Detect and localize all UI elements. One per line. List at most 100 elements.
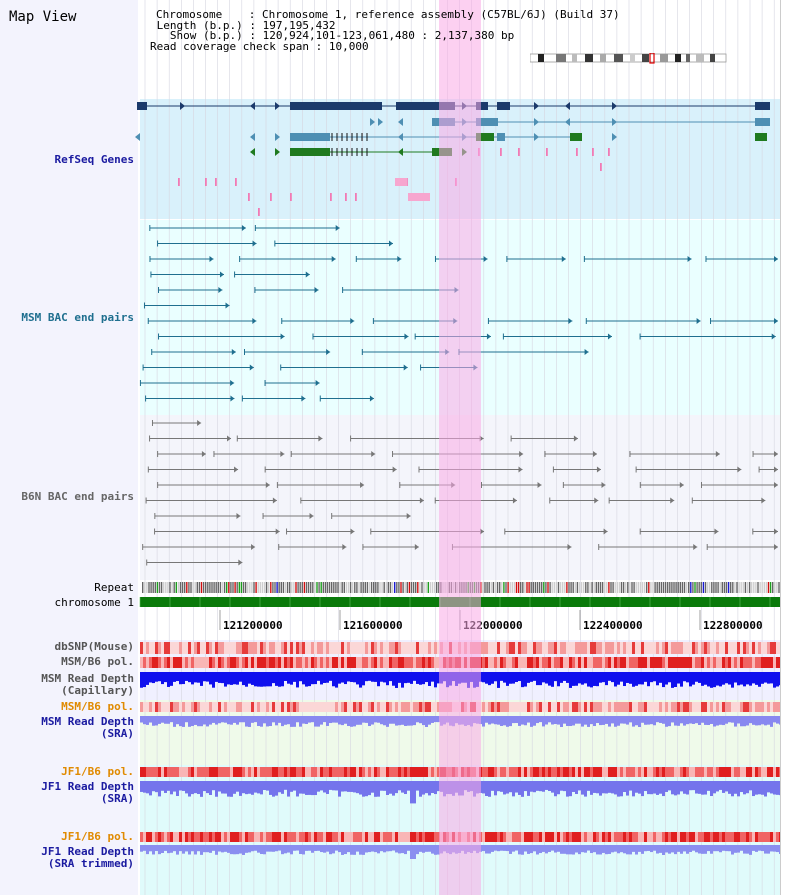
polymorphism-cell — [284, 767, 287, 777]
polymorphism-cell — [209, 657, 212, 668]
read-depth-bar — [665, 672, 668, 685]
read-depth-bar — [434, 781, 437, 795]
polymorphism-cell — [764, 642, 767, 654]
polymorphism-cell — [578, 657, 581, 668]
polymorphism-cell — [506, 702, 509, 712]
read-depth-bar — [527, 716, 530, 723]
polymorphism-cell — [746, 642, 749, 654]
read-depth-bar — [647, 716, 650, 725]
b6n-bac-pair-end — [596, 466, 601, 473]
polymorphism-cell — [299, 767, 302, 777]
gene-exon — [755, 102, 770, 110]
read-depth-bar — [206, 672, 209, 682]
read-depth-bar — [716, 781, 719, 792]
repeat-element — [198, 582, 201, 593]
polymorphism-cell — [407, 657, 410, 668]
repeat-element — [599, 582, 602, 593]
read-depth-bar — [758, 781, 761, 795]
polymorphism-cell — [434, 832, 437, 842]
read-depth-bar — [686, 672, 689, 683]
polymorphism-cell — [662, 642, 665, 654]
read-depth-bar — [353, 845, 356, 855]
polymorphism-cell — [626, 832, 629, 842]
read-depth-bar — [386, 716, 389, 727]
read-depth-bar — [371, 845, 374, 852]
read-depth-bar — [704, 781, 707, 795]
read-depth-bar — [725, 845, 728, 852]
read-depth-bar — [287, 672, 290, 684]
polymorphism-cell — [170, 642, 173, 654]
polymorphism-cell — [599, 702, 602, 712]
chromosome-ideogram[interactable] — [530, 53, 730, 65]
repeat-element — [152, 582, 154, 593]
read-depth-bar — [248, 781, 251, 794]
polymorphism-cell — [611, 767, 614, 777]
read-depth-bar — [221, 781, 224, 794]
polymorphism-cell — [173, 702, 176, 712]
polymorphism-cell — [620, 642, 623, 654]
repeat-element — [240, 582, 243, 593]
read-depth-bar — [632, 716, 635, 727]
read-depth-bar — [545, 716, 548, 725]
read-depth-bar — [731, 845, 734, 855]
read-depth-bar — [167, 781, 170, 791]
repeat-element — [566, 582, 568, 593]
est-mark — [248, 193, 250, 201]
polymorphism-cell — [569, 642, 572, 654]
polymorphism-cell — [419, 642, 422, 654]
read-depth-bar — [635, 672, 638, 686]
polymorphism-cell — [749, 832, 752, 842]
read-depth-bar — [554, 781, 557, 797]
read-depth-bar — [518, 845, 521, 855]
jf1-rd-trim-line1: JF1 Read Depth — [41, 845, 134, 858]
polymorphism-cell — [434, 767, 437, 777]
read-depth-bar — [713, 781, 716, 794]
polymorphism-cell — [743, 832, 746, 842]
polymorphism-cell — [539, 657, 542, 668]
read-depth-bar — [188, 845, 191, 855]
selected-region-highlight[interactable] — [439, 0, 481, 895]
polymorphism-cell — [635, 767, 638, 777]
polymorphism-cell — [536, 767, 539, 777]
polymorphism-cell — [302, 832, 305, 842]
gene-strand-arrow — [180, 102, 185, 110]
repeat-element — [303, 582, 306, 593]
polymorphism-cell — [227, 767, 230, 777]
polymorphism-cell — [509, 657, 512, 668]
polymorphism-cell — [368, 702, 371, 712]
polymorphism-cell — [323, 657, 326, 668]
polymorphism-cell — [374, 642, 377, 654]
polymorphism-cell — [380, 767, 383, 777]
read-depth-bar — [656, 781, 659, 795]
polymorphism-cell — [749, 657, 752, 668]
polymorphism-cell — [758, 702, 761, 712]
est-mark — [258, 208, 260, 216]
read-depth-bar — [614, 716, 617, 727]
polymorphism-cell — [686, 832, 689, 842]
read-depth-bar — [182, 716, 185, 727]
polymorphism-cell — [155, 657, 158, 668]
polymorphism-cell — [140, 657, 143, 668]
polymorphism-cell — [161, 767, 164, 777]
polymorphism-cell — [668, 832, 671, 842]
polymorphism-cell — [341, 657, 344, 668]
read-depth-bar — [713, 716, 716, 727]
read-depth-bar — [581, 845, 584, 853]
read-depth-bar — [308, 672, 311, 687]
b6n-bac-pair-end — [518, 466, 523, 473]
read-depth-bar — [548, 716, 551, 723]
read-depth-bar — [764, 716, 767, 726]
polymorphism-cell — [497, 657, 500, 668]
polymorphism-cell — [764, 767, 767, 777]
polymorphism-cell — [356, 767, 359, 777]
polymorphism-cell — [302, 657, 305, 668]
read-depth-bar — [311, 716, 314, 723]
polymorphism-cell — [410, 642, 413, 654]
read-depth-bar — [431, 781, 434, 794]
polymorphism-cell — [521, 702, 524, 712]
polymorphism-cell — [374, 832, 377, 842]
read-depth-bar — [653, 716, 656, 726]
polymorphism-cell — [770, 657, 773, 668]
b6n-bac-pair-end — [670, 497, 675, 504]
